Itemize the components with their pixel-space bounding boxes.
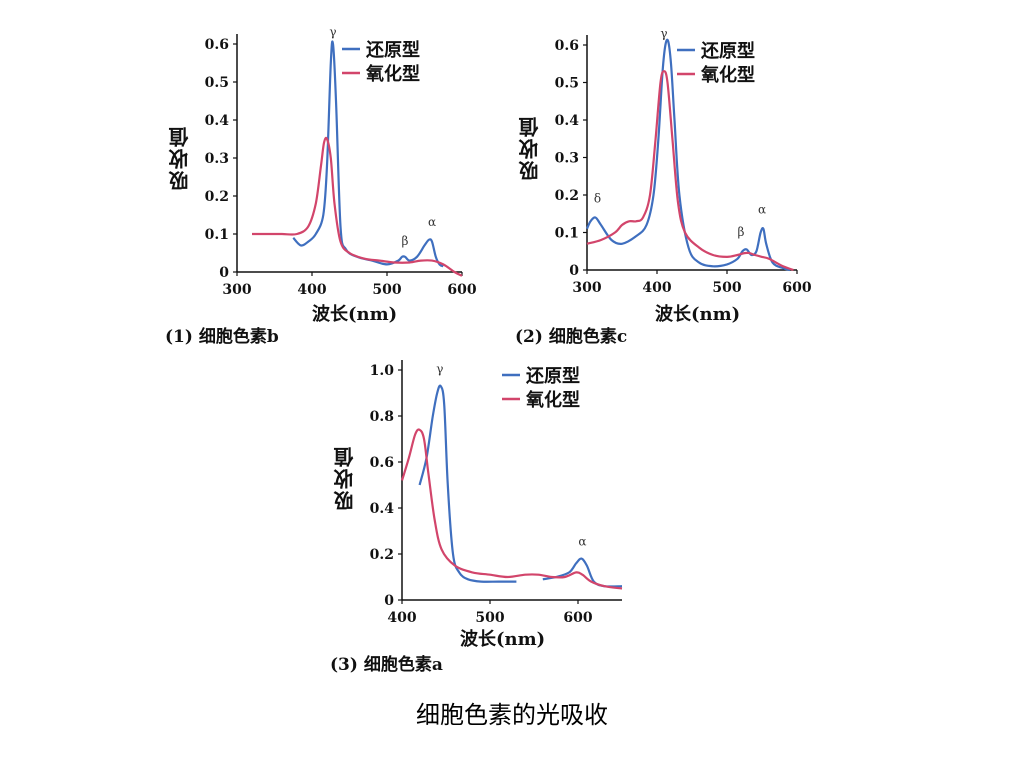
y-tick-label: 0 <box>569 263 579 279</box>
series-reduced-line <box>585 38 791 272</box>
chart1-caption: (1) 细胞色素b <box>165 327 279 347</box>
y-tick-label: 0.4 <box>205 113 230 129</box>
peak-annotation: β <box>402 234 409 248</box>
y-tick-label: 0.3 <box>205 151 229 167</box>
legend-label: 还原型 <box>525 365 580 387</box>
series-reduced-line <box>542 557 623 588</box>
chart2-caption: (2) 细胞色素c <box>515 327 628 347</box>
legend-label: 还原型 <box>700 40 755 62</box>
peak-annotation: δ <box>594 191 601 205</box>
y-tick-label: 0.1 <box>205 227 229 243</box>
x-tick-label: 600 <box>563 610 592 626</box>
x-tick-label: 400 <box>297 282 326 298</box>
x-tick-label: 600 <box>782 280 811 296</box>
peak-annotation: γ <box>660 26 667 40</box>
x-tick-label: 400 <box>387 610 416 626</box>
x-tick-label: 600 <box>447 282 476 298</box>
legend-label: 氧化型 <box>700 64 755 86</box>
y-tick-label: 0.1 <box>555 226 579 242</box>
x-tick-label: 300 <box>222 282 251 298</box>
y-tick-label: 0.6 <box>205 37 229 53</box>
y-tick-label: 0 <box>384 593 394 609</box>
x-tick-label: 400 <box>642 280 671 296</box>
peak-annotation: β <box>738 225 745 239</box>
y-tick-label: 0.4 <box>555 113 580 129</box>
series-oxidized-line <box>400 428 623 590</box>
chart3-xlabel: 波长(nm) <box>460 629 546 650</box>
chart3-caption: (3) 细胞色素a <box>330 655 443 675</box>
y-tick-label: 0.6 <box>370 455 394 471</box>
legend-label: 氧化型 <box>365 63 420 85</box>
y-tick-label: 0.8 <box>370 409 394 425</box>
chart2-ylabel: 吸收值 <box>518 115 542 181</box>
y-tick-label: 0.5 <box>205 75 229 91</box>
peak-annotation: α <box>578 534 586 548</box>
peak-annotation: α <box>758 203 766 217</box>
series-oxidized-line <box>252 136 463 277</box>
peak-annotation: α <box>428 215 436 229</box>
chart1-xlabel: 波长(nm) <box>312 304 398 325</box>
x-tick-label: 500 <box>712 280 741 296</box>
chart3-ylabel: 吸收值 <box>333 445 357 511</box>
y-tick-label: 1.0 <box>370 363 395 379</box>
chart2-xlabel: 波长(nm) <box>655 304 741 325</box>
y-tick-label: 0.5 <box>555 76 579 92</box>
y-tick-label: 0 <box>219 265 229 281</box>
y-tick-label: 0.6 <box>555 38 579 54</box>
legend-label: 氧化型 <box>525 389 580 411</box>
chart1-ylabel: 吸收值 <box>168 125 192 191</box>
y-tick-label: 0.4 <box>370 501 395 517</box>
slide-title: 细胞色素的光吸收 <box>416 701 608 729</box>
y-tick-label: 0.2 <box>555 188 579 204</box>
x-tick-label: 300 <box>572 280 601 296</box>
series-oxidized-line <box>586 70 794 272</box>
legend-label: 还原型 <box>365 39 420 61</box>
series-reduced-line <box>418 384 517 583</box>
peak-annotation: γ <box>329 25 336 39</box>
x-tick-label: 500 <box>475 610 504 626</box>
y-tick-label: 0.2 <box>370 547 394 563</box>
peak-annotation: γ <box>436 362 443 376</box>
y-tick-label: 0.3 <box>555 151 579 167</box>
y-tick-label: 0.2 <box>205 189 229 205</box>
x-tick-label: 500 <box>372 282 401 298</box>
